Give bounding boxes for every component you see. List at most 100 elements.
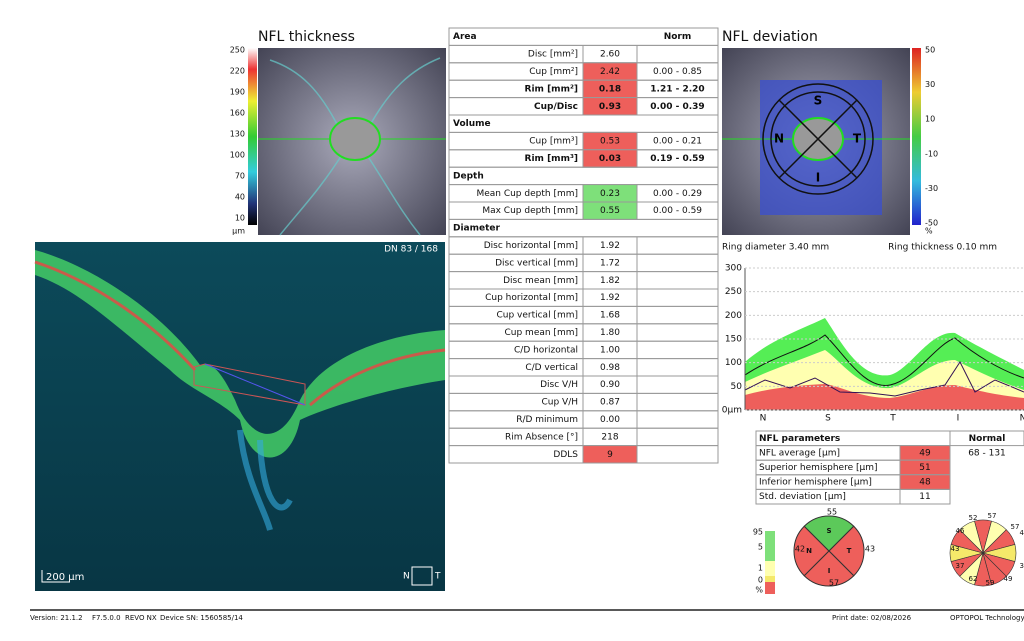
x-tick-label: I — [957, 414, 960, 424]
row-value: 218 — [601, 432, 618, 442]
scale-label: -50 — [925, 219, 938, 228]
row-value: 2.42 — [600, 67, 620, 77]
scale-label: 200 µm — [46, 572, 84, 583]
quadrant-sector — [803, 550, 855, 587]
row-label: Rim Absence [°] — [505, 432, 578, 442]
slice-label: DN 83 / 168 — [384, 245, 438, 255]
row-label: Mean Cup depth [mm] — [476, 189, 578, 199]
params-label: NFL average [µm] — [759, 448, 840, 458]
row-label: Cup horizontal [mm] — [485, 293, 578, 303]
legend-swatch — [765, 582, 775, 594]
row-label: Cup/Disc — [534, 102, 578, 112]
section-title: Volume — [453, 119, 491, 129]
params-label: Inferior hemisphere [µm] — [759, 478, 872, 488]
quadrant-label: N — [774, 132, 784, 146]
clock-value: 43 — [951, 545, 960, 553]
row-value: 1.72 — [600, 258, 620, 268]
quadrant-label: S — [814, 94, 823, 108]
quadrant-label: T — [853, 132, 862, 146]
ring-thickness: Ring thickness 0.10 mm — [888, 243, 997, 253]
row-label: Cup V/H — [541, 398, 578, 408]
colorbar — [912, 48, 921, 225]
row-value: 0.90 — [600, 380, 620, 390]
scale-label: -10 — [925, 149, 938, 158]
row-value: 0.53 — [600, 137, 620, 147]
legend-label: 0 — [758, 576, 763, 585]
row-value: 9 — [607, 450, 613, 460]
row-value: 0.93 — [599, 102, 621, 112]
clock-sector — [959, 520, 984, 555]
legend-label: 5 — [758, 543, 763, 552]
row-label: Disc [mm²] — [528, 50, 578, 60]
y-tick-label: 50 — [731, 382, 743, 392]
row-value: 0.03 — [599, 154, 621, 164]
footer-text: REVO NX — [125, 614, 157, 622]
quadrant-value: 43 — [865, 545, 875, 554]
scale-bar — [41, 570, 70, 583]
section-title: Area — [453, 32, 477, 42]
tsnit-plot — [744, 268, 1024, 411]
params-label: Superior hemisphere [µm] — [759, 463, 878, 473]
scale-label: 70 — [235, 172, 245, 181]
row-label: C/D horizontal — [514, 345, 578, 355]
legend-label: 95 — [753, 528, 763, 537]
row-label: DDLS — [553, 450, 578, 460]
row-value: 1.92 — [600, 293, 620, 303]
scale-label: 220 — [230, 67, 245, 76]
params-normal: Normal — [969, 434, 1006, 444]
row-label: Disc vertical [mm] — [495, 258, 578, 268]
cup-box — [193, 363, 306, 406]
row-label: Disc horizontal [mm] — [484, 241, 578, 251]
clock-value: 62 — [969, 575, 978, 583]
scale-label: 190 — [230, 88, 245, 97]
footer-text: Device SN: 1560585/14 — [160, 614, 243, 622]
params-normal: 68 - 131 — [968, 448, 1006, 458]
ring — [762, 83, 874, 195]
scale-label: 10 — [235, 214, 245, 223]
clock-value: 49 — [1004, 575, 1013, 583]
clock-value: 45 — [1020, 529, 1024, 537]
vessels — [269, 57, 441, 236]
row-value: 0.18 — [599, 84, 621, 94]
scale-label: 100 — [230, 151, 245, 160]
row-norm: 0.00 - 0.59 — [653, 206, 702, 216]
row-label: Disc mean [mm] — [503, 276, 578, 286]
footer-text: Print date: 02/08/2026 — [832, 614, 912, 622]
title: NFL thickness — [258, 29, 355, 45]
row-value: 1.92 — [600, 241, 620, 251]
y-tick-label: 150 — [725, 335, 742, 345]
y-tick-label: 200 — [725, 311, 742, 321]
row-value: 1.00 — [600, 345, 620, 355]
row-value: 1.82 — [600, 276, 620, 286]
legend-swatch — [765, 576, 775, 582]
row-label: Rim [mm³] — [525, 154, 578, 164]
x-tick-label: T — [889, 414, 896, 424]
params-value: 48 — [919, 478, 931, 488]
quadrant-label: N — [806, 547, 812, 555]
scale-label: -30 — [925, 184, 938, 193]
scale-label: 160 — [230, 109, 245, 118]
row-value: 2.60 — [600, 50, 620, 60]
x-tick-label: S — [825, 414, 831, 424]
x-tick-label: N — [1020, 414, 1024, 424]
scale-unit: % — [925, 227, 933, 236]
row-value: 0.55 — [600, 206, 620, 216]
quadrant-value: 42 — [795, 545, 805, 554]
scale-label: 10 — [925, 115, 935, 124]
orient-left: N — [403, 572, 410, 582]
y-tick-label: 0µm — [722, 406, 742, 416]
section-title: Depth — [453, 171, 484, 181]
row-label: Cup [mm²] — [529, 67, 578, 77]
quadrant-label: I — [816, 171, 820, 185]
retina-rpe — [34, 260, 446, 407]
row-norm: 0.00 - 0.29 — [653, 189, 702, 199]
y-tick-label: 300 — [725, 264, 742, 274]
row-norm: 0.19 - 0.59 — [650, 154, 704, 164]
y-tick-label: 100 — [725, 358, 742, 368]
quadrant-value: 55 — [827, 508, 837, 517]
footer-text: Version: 21.1.2 — [30, 614, 83, 622]
params-title: NFL parameters — [759, 434, 840, 444]
section-title: Diameter — [453, 224, 501, 234]
params-row — [755, 488, 951, 505]
